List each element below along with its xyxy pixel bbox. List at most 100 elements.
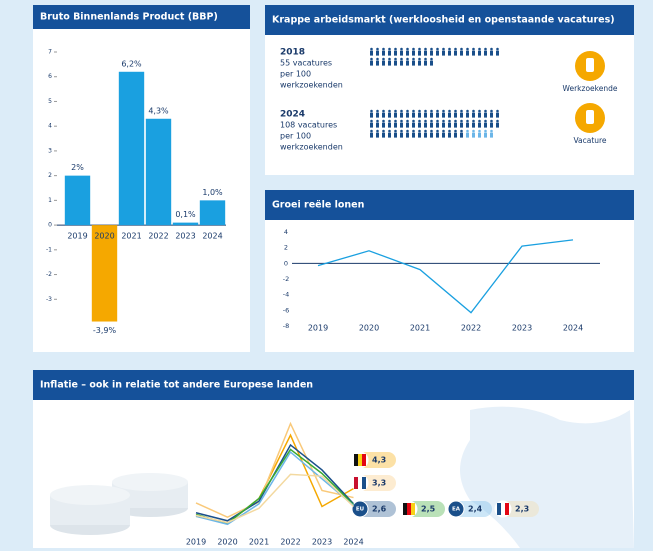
- y-tick-label: -2: [46, 271, 52, 278]
- icon-body: [490, 112, 493, 118]
- icon-body: [478, 112, 481, 118]
- icon-body: [376, 122, 379, 128]
- data-label: -3,9%: [93, 326, 117, 335]
- icon-body: [388, 122, 391, 128]
- x-tick-label: 2023: [175, 232, 195, 241]
- icon-head: [478, 129, 481, 133]
- icon-body: [382, 60, 385, 66]
- icon-body: [406, 112, 409, 118]
- icon-head: [472, 109, 475, 113]
- icon-body: [394, 112, 397, 118]
- row-text: per 100: [280, 132, 311, 141]
- data-label: 4,3%: [148, 106, 169, 115]
- icon-head: [496, 47, 499, 51]
- row-year: 2018: [280, 48, 305, 58]
- icon-body: [394, 132, 397, 138]
- y-tick-label: 0: [48, 222, 52, 229]
- bar: [145, 118, 172, 226]
- icon-body: [448, 132, 451, 138]
- icon-body: [382, 112, 385, 118]
- icon-head: [472, 47, 475, 51]
- icon-body: [388, 132, 391, 138]
- icon-head: [496, 109, 499, 113]
- icon-head: [460, 119, 463, 123]
- icon-body: [418, 112, 421, 118]
- flag-label: EA: [452, 507, 461, 513]
- panel-header: [33, 5, 250, 29]
- x-tick-label: 2019: [186, 538, 206, 547]
- y-tick-label: 1: [48, 197, 52, 204]
- icon-body: [442, 122, 445, 128]
- icon-group: [370, 109, 499, 138]
- icon-body: [430, 122, 433, 128]
- icon-head: [430, 47, 433, 51]
- line: [317, 239, 574, 314]
- icon-head: [370, 57, 373, 61]
- icon-head: [412, 109, 415, 113]
- icon-body: [376, 60, 379, 66]
- icon-head: [400, 119, 403, 123]
- flag-circle: [447, 500, 465, 518]
- icon-head: [388, 109, 391, 113]
- icon-head: [430, 57, 433, 61]
- flag-stripe: [358, 477, 362, 489]
- icon-head: [400, 57, 403, 61]
- y-tick-label: -3: [46, 296, 52, 303]
- icon-head: [394, 129, 397, 133]
- panel-header: [33, 370, 634, 400]
- y-tick-label: 5: [48, 98, 52, 105]
- icon-head: [484, 47, 487, 51]
- icon-head: [484, 129, 487, 133]
- icon-body: [412, 50, 415, 56]
- data-label: 6,2%: [121, 59, 142, 68]
- coins-decoration: [50, 473, 188, 535]
- bar: [91, 225, 118, 322]
- icon-body: [418, 60, 421, 66]
- icon-head: [454, 47, 457, 51]
- icon-body: [448, 112, 451, 118]
- icon-head: [424, 109, 427, 113]
- y-tick-label: 3: [48, 147, 52, 154]
- icon-body: [424, 50, 427, 56]
- icon-head: [454, 109, 457, 113]
- icon-body: [472, 50, 475, 56]
- icon-head: [442, 109, 445, 113]
- icon-body: [370, 60, 373, 66]
- icon-head: [400, 129, 403, 133]
- icon-head: [442, 129, 445, 133]
- icon-body: [388, 112, 391, 118]
- y-tick-label: 2: [48, 172, 52, 179]
- data-label: 2,5: [421, 505, 436, 514]
- data-label: 1,0%: [202, 188, 223, 197]
- icon-head: [412, 47, 415, 51]
- icon-body: [490, 50, 493, 56]
- icon-body: [388, 50, 391, 56]
- x-tick-label: 2021: [249, 538, 269, 547]
- icon-head: [376, 119, 379, 123]
- icon-body: [418, 132, 421, 138]
- icon-head: [460, 109, 463, 113]
- icon-head: [442, 47, 445, 51]
- icon-body: [460, 112, 463, 118]
- icon-head: [388, 119, 391, 123]
- bar: [172, 222, 199, 226]
- flag-stripe: [354, 454, 358, 466]
- icon-body: [484, 112, 487, 118]
- panel-title: Inflatie – ook in relatie tot andere Eur…: [40, 380, 313, 391]
- y-tick-label: 0: [284, 259, 288, 267]
- icon-body: [460, 50, 463, 56]
- row-text: per 100: [280, 70, 311, 79]
- icon-body: [436, 50, 439, 56]
- bar: [199, 200, 226, 226]
- icon-body: [484, 122, 487, 128]
- icon-body: [400, 112, 403, 118]
- icon-head: [484, 119, 487, 123]
- y-tick-label: -2: [283, 275, 289, 283]
- y-tick-label: 4: [284, 228, 288, 236]
- icon-head: [430, 129, 433, 133]
- icon-head: [412, 57, 415, 61]
- icon-body: [466, 122, 469, 128]
- y-tick-label: 7: [48, 49, 52, 56]
- flag-stripe: [403, 503, 407, 515]
- icon-body: [394, 50, 397, 56]
